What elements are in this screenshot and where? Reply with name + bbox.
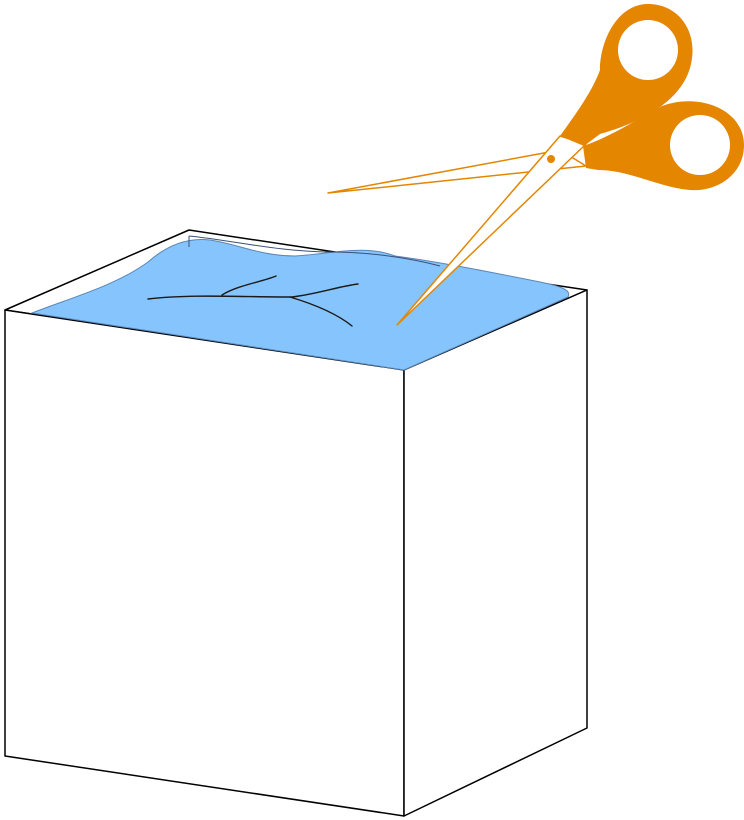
wrinkle-line-upper xyxy=(221,275,277,296)
scissors-blade-upper xyxy=(327,149,587,194)
box-side-face xyxy=(403,289,588,817)
bag-surface xyxy=(30,238,570,371)
wrinkle-line-lower xyxy=(289,296,353,327)
scissors-handle-back xyxy=(560,4,693,146)
scissors xyxy=(327,4,744,326)
bag-fold-line xyxy=(188,235,441,267)
box-front-face xyxy=(4,309,405,817)
plastic-bag xyxy=(30,235,570,371)
bag-wrinkles xyxy=(147,275,359,327)
wrinkle-line-main xyxy=(147,283,359,300)
scissors-pivot-icon xyxy=(547,155,555,163)
scissors-handle-front xyxy=(583,101,744,191)
